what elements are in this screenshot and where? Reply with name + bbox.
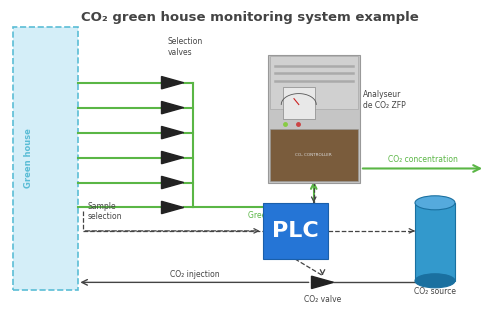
FancyBboxPatch shape — [270, 129, 358, 181]
FancyBboxPatch shape — [270, 56, 358, 109]
Polygon shape — [162, 151, 184, 158]
Polygon shape — [162, 83, 184, 89]
Ellipse shape — [415, 196, 455, 210]
Text: CO₂ injection: CO₂ injection — [170, 270, 220, 279]
Text: CO₂ CONTROLLER: CO₂ CONTROLLER — [296, 153, 332, 157]
Polygon shape — [162, 158, 184, 164]
Polygon shape — [162, 133, 184, 139]
Text: CO₂ concentration: CO₂ concentration — [388, 155, 458, 164]
Text: Selection
valves: Selection valves — [168, 37, 203, 57]
FancyBboxPatch shape — [268, 55, 360, 183]
Polygon shape — [312, 282, 334, 289]
Polygon shape — [162, 183, 184, 189]
Polygon shape — [162, 101, 184, 108]
Polygon shape — [162, 76, 184, 83]
FancyBboxPatch shape — [12, 27, 78, 290]
Polygon shape — [162, 176, 184, 183]
Text: CO₂ source: CO₂ source — [414, 287, 456, 296]
Polygon shape — [162, 201, 184, 207]
Text: CO₂ green house monitoring system example: CO₂ green house monitoring system exampl… — [81, 11, 419, 24]
Text: Analyseur
de CO₂ ZFP: Analyseur de CO₂ ZFP — [362, 90, 406, 110]
Ellipse shape — [415, 274, 455, 288]
Text: Green house: Green house — [24, 129, 33, 188]
Polygon shape — [312, 276, 334, 282]
Polygon shape — [162, 126, 184, 133]
FancyBboxPatch shape — [262, 203, 328, 259]
Text: Green house air: Green house air — [248, 211, 310, 220]
Polygon shape — [162, 108, 184, 114]
Text: CO₂ valve: CO₂ valve — [304, 295, 341, 304]
Text: PLC: PLC — [272, 221, 318, 241]
FancyBboxPatch shape — [282, 87, 315, 119]
FancyBboxPatch shape — [415, 203, 455, 281]
Text: Sample
selection: Sample selection — [88, 202, 122, 221]
Polygon shape — [162, 207, 184, 214]
